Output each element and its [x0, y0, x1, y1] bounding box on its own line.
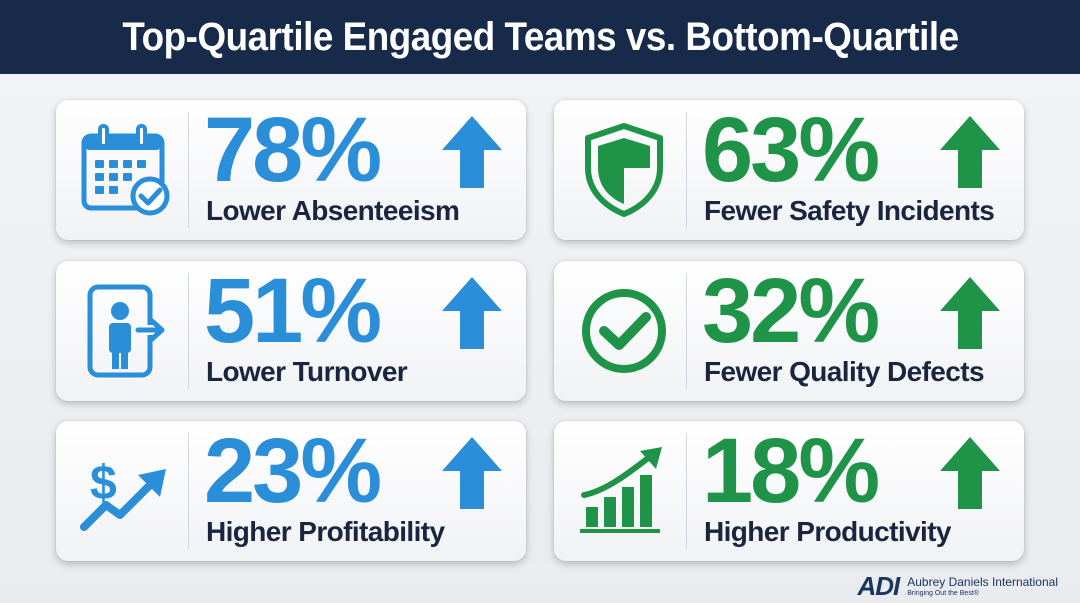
stat-card-productivity: 18% Higher Productivity: [554, 421, 1024, 561]
card-divider: [188, 433, 189, 549]
stat-label: Fewer Safety Incidents: [704, 195, 995, 226]
checkmark-circle-icon: [572, 279, 676, 383]
arrow-up-icon: [442, 437, 502, 509]
svg-text:$: $: [90, 457, 117, 510]
stat-label: Lower Absenteeism: [206, 195, 460, 226]
card-divider: [686, 433, 687, 549]
calendar-check-icon: [74, 118, 178, 222]
adi-logo: ADI: [857, 571, 900, 601]
stat-value: 63%: [702, 99, 880, 201]
company-name: Aubrey Daniels International: [907, 575, 1058, 589]
arrow-up-icon: [442, 277, 502, 349]
stat-label: Higher Productivity: [704, 516, 951, 547]
person-exit-icon: [74, 279, 178, 383]
card-divider: [188, 273, 189, 389]
stat-card-safety: 63% Fewer Safety Incidents: [554, 100, 1024, 240]
arrow-up-icon: [940, 437, 1000, 509]
arrow-up-icon: [940, 277, 1000, 349]
stat-card-quality: 32% Fewer Quality Defects: [554, 261, 1024, 401]
stat-value: 18%: [702, 420, 880, 522]
dollar-trend-icon: $: [74, 439, 178, 543]
stat-label: Higher Profitability: [206, 516, 445, 547]
stat-value: 51%: [204, 260, 382, 362]
stat-value: 78%: [204, 99, 382, 201]
company-tagline: Bringing Out the Best®: [907, 590, 979, 597]
stat-label: Fewer Quality Defects: [704, 356, 985, 387]
card-divider: [686, 112, 687, 228]
stat-value: 32%: [702, 260, 880, 362]
arrow-up-icon: [940, 116, 1000, 188]
stat-value: 23%: [204, 420, 382, 522]
card-divider: [188, 112, 189, 228]
page-title: Top-Quartile Engaged Teams vs. Bottom-Qu…: [121, 14, 959, 59]
company-block: Aubrey Daniels International Bringing Ou…: [907, 576, 1058, 597]
stat-card-absenteeism: 78% Lower Absenteeism: [56, 100, 526, 240]
card-divider: [686, 273, 687, 389]
shield-icon: [572, 118, 676, 222]
header-bar: Top-Quartile Engaged Teams vs. Bottom-Qu…: [0, 0, 1080, 74]
stat-card-turnover: 51% Lower Turnover: [56, 261, 526, 401]
bar-chart-growth-icon: [572, 439, 676, 543]
stat-card-profitability: $ 23% Higher Profitability: [56, 421, 526, 561]
footer-branding: ADI Aubrey Daniels International Bringin…: [857, 571, 1058, 602]
stat-label: Lower Turnover: [206, 356, 408, 387]
arrow-up-icon: [442, 116, 502, 188]
